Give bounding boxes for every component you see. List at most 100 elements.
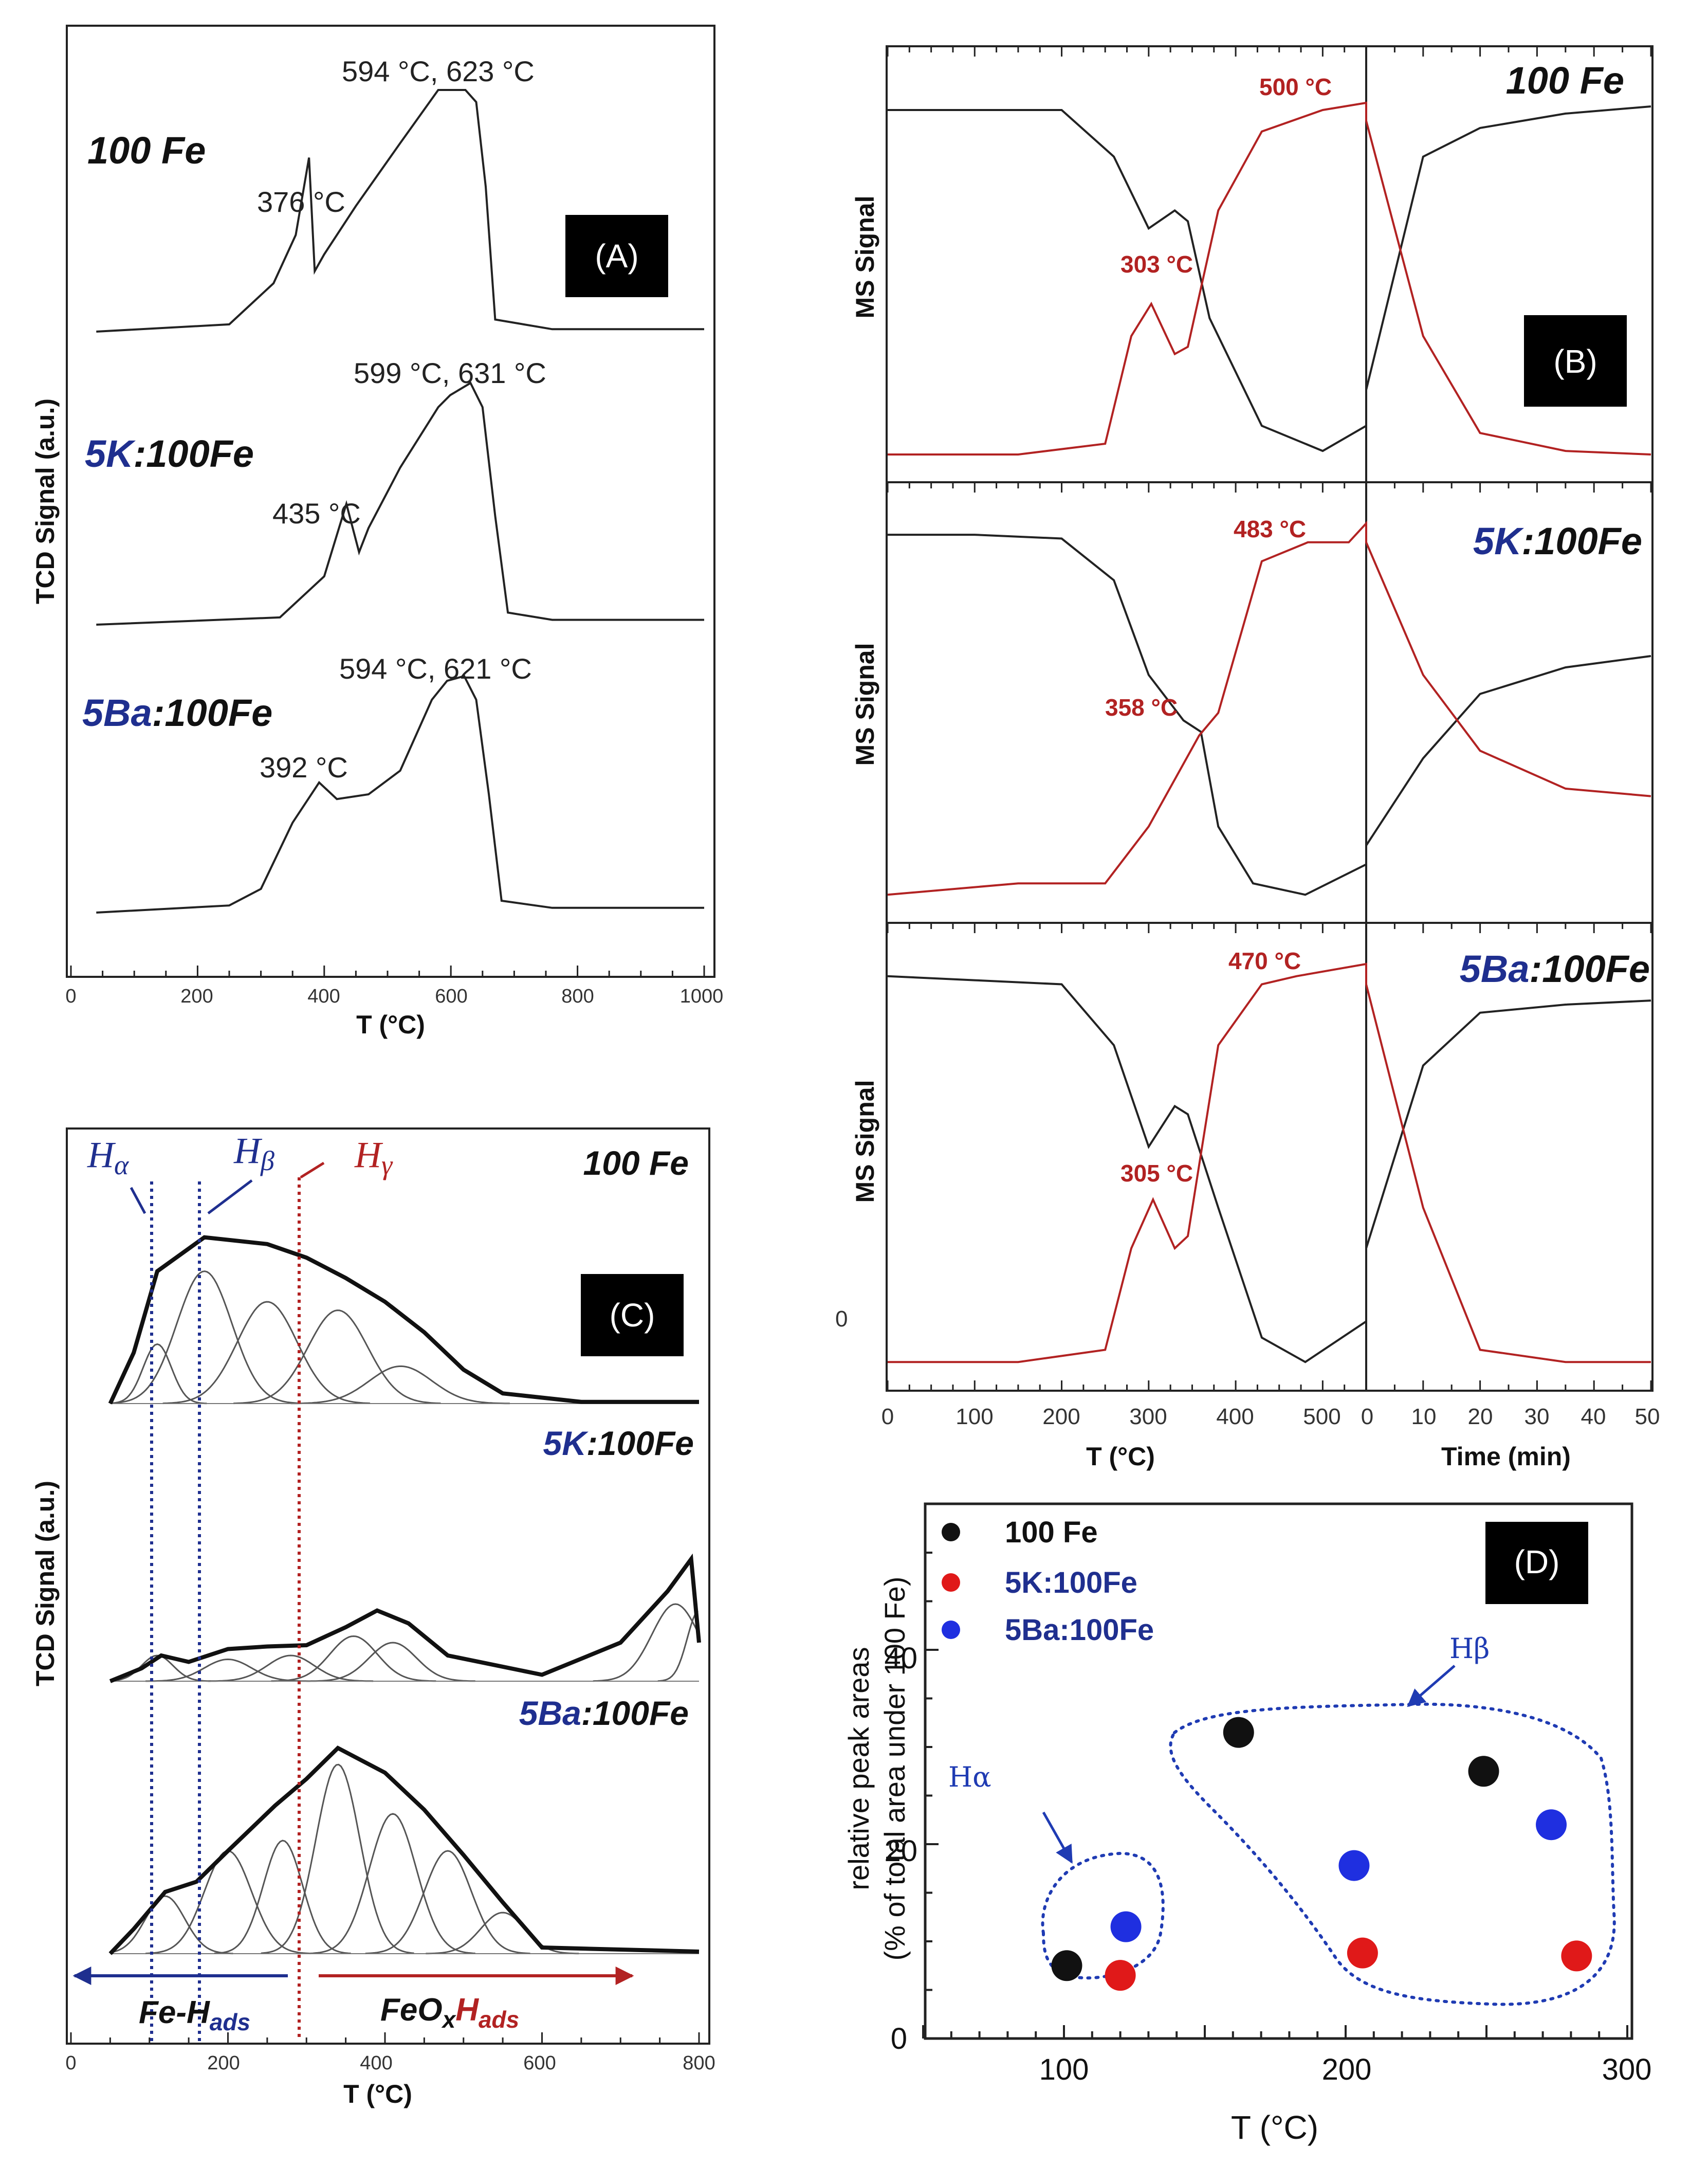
panel-b-red-curve-5k (887, 520, 1651, 896)
c-label-h-alpha: Hα (87, 1134, 130, 1180)
panel-c-sample-5ba: 5Ba:100Fe (519, 1694, 689, 1732)
b-xtick-m2: 20 (1468, 1404, 1493, 1429)
panel-d-label: (D) (1514, 1543, 1560, 1580)
d-xtick-200: 200 (1322, 2053, 1372, 2086)
c-component-peak (657, 1610, 699, 1682)
panel-b-frame (886, 45, 1654, 1392)
panel-b-black-curve-100fe (888, 105, 1651, 452)
b-xtick-t2: 200 (1042, 1404, 1080, 1429)
a-peak-599-631: 599 °C, 631 °C (354, 357, 546, 389)
panel-b-xlabel-time: Time (min) (1441, 1442, 1571, 1471)
b-xtick-m4: 40 (1581, 1404, 1606, 1429)
c-xtick-4: 800 (683, 2052, 715, 2074)
a-peak-376: 376 °C (257, 186, 345, 218)
c-component-peak (261, 1763, 414, 1954)
a-xtick-5: 1000 (680, 986, 724, 1007)
a-xtick-2: 400 (307, 986, 340, 1007)
panel-a-xlabel: T (°C) (356, 1010, 425, 1039)
c-component-peak (145, 1658, 310, 1682)
panel-d-ylabel-line1: relative peak areas (842, 1647, 875, 1890)
panel-b-ylabel-1: MS Signal (851, 196, 879, 319)
b-peak-358: 358 °C (1105, 694, 1178, 721)
panel-b-sample-100fe: 100 Fe (1506, 59, 1624, 102)
panel-c-curve-100fe (108, 1235, 699, 1405)
d-xtick-300: 300 (1602, 2053, 1652, 2086)
panel-b-red-curve-5ba (888, 962, 1651, 1363)
c-region-feox-hads: FeOxHads (380, 1992, 519, 2033)
c-component-peak (214, 1840, 351, 1954)
panel-b-sample-5ba: 5Ba:100Fe (1460, 948, 1650, 990)
b-xtick-m0: 0 (1361, 1404, 1373, 1429)
panel-a: TCD Signal (a.u.) T (°C) 0 200 400 600 8… (31, 25, 724, 1039)
panel-a-sample-5k: 5K:100Fe (85, 432, 254, 475)
c-component-peak (233, 1309, 441, 1405)
d-point-5k (1561, 1940, 1592, 1972)
d-group-h-alpha (1041, 1851, 1165, 1980)
panel-c-ticks (70, 2032, 700, 2044)
d-legend-5ba: 5Ba:100Fe (1005, 1613, 1154, 1647)
c-xtick-2: 400 (360, 2052, 392, 2074)
d-point-5k (1105, 1960, 1136, 1991)
d-note-h-beta: Hβ (1449, 1632, 1490, 1665)
c-component-peak (310, 1642, 475, 1682)
panel-d-label-box (1485, 1522, 1588, 1604)
c-component-peak (271, 1635, 436, 1682)
a-xtick-1: 200 (180, 986, 213, 1007)
panel-b-ylabel-2: MS Signal (851, 643, 879, 766)
panel-c-curve-5k (109, 1553, 701, 1683)
c-region-fe-hads: Fe-Hads (139, 1995, 250, 2035)
d-point-5ba (1110, 1911, 1142, 1942)
b-xtick-m3: 30 (1524, 1404, 1550, 1429)
c-xtick-0: 0 (65, 2052, 76, 2074)
d-legend-5k: 5K:100Fe (1005, 1566, 1137, 1599)
panel-b-sample-5k: 5K:100Fe (1473, 520, 1642, 562)
d-point-5ba (1338, 1850, 1370, 1881)
d-note-h-alpha: Hα (948, 1761, 991, 1793)
panel-b-red-curve-100fe (888, 101, 1651, 456)
c-component-peak (290, 1365, 510, 1405)
panel-a-label-box (565, 215, 668, 297)
d-group-h-beta (1169, 1702, 1616, 2006)
c-pointer-beta (207, 1179, 253, 1214)
panel-a-sample-100fe: 100 Fe (87, 129, 206, 172)
c-component-peak (593, 1603, 700, 1682)
c-pointer-gamma (300, 1161, 325, 1179)
c-label-h-beta: Hβ (233, 1130, 274, 1176)
panel-c-curve-5ba (108, 1745, 700, 1955)
a-xtick-4: 800 (561, 986, 594, 1007)
panel-d: relative peak areas (% of total area und… (842, 1502, 1652, 2146)
a-peak-594-623: 594 °C, 623 °C (342, 55, 535, 87)
panel-d-points (1051, 1717, 1592, 1991)
c-component-peak (208, 1654, 374, 1682)
b-xtick-m5: 50 (1635, 1404, 1660, 1429)
panel-c-label-box (581, 1274, 684, 1356)
c-component-peak (310, 1813, 475, 1954)
panel-b-xlabel-t: T (°C) (1086, 1442, 1155, 1471)
d-point-5ba (1536, 1809, 1567, 1841)
panel-a-label: (A) (595, 238, 638, 275)
b-peak-305: 305 °C (1120, 1160, 1193, 1187)
b-xtick-t4: 400 (1216, 1404, 1254, 1429)
panel-a-ticks (70, 966, 705, 977)
b-peak-500: 500 °C (1259, 74, 1332, 100)
panel-b-black-curve-5ba (887, 975, 1651, 1363)
c-component-peak (426, 1912, 579, 1955)
panel-c-xlabel: T (°C) (343, 2080, 412, 2108)
b-xtick-t5: 500 (1303, 1404, 1340, 1429)
b-xtick-m1: 10 (1411, 1404, 1437, 1429)
panel-c-ylabel: TCD Signal (a.u.) (31, 1481, 60, 1686)
d-ytick-0: 0 (891, 2022, 907, 2055)
d-ytick-20: 20 (884, 1834, 917, 1868)
b-peak-303: 303 °C (1120, 251, 1193, 278)
panel-d-ticks (922, 1552, 1628, 2040)
c-xtick-1: 200 (207, 2052, 240, 2074)
c-component-peak (111, 1270, 299, 1404)
d-xtick-100: 100 (1039, 2053, 1089, 2086)
b-xtick-t3: 300 (1129, 1404, 1167, 1429)
panel-a-curve-100fe (96, 89, 704, 333)
b-peak-483: 483 °C (1234, 516, 1306, 542)
panel-c-frame (66, 1127, 710, 2045)
panel-b-label-box (1524, 315, 1627, 407)
panel-b-label: (B) (1553, 343, 1597, 380)
